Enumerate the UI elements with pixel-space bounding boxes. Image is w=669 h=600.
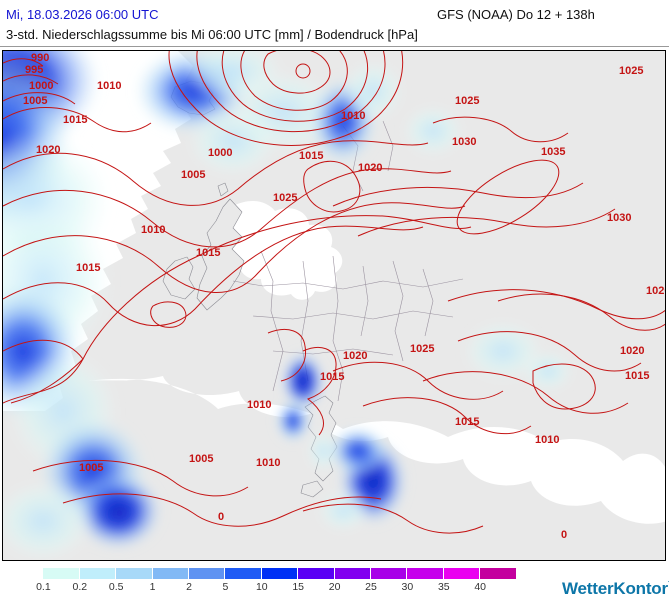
svg-text:1020: 1020 (343, 350, 367, 362)
svg-text:990: 990 (31, 52, 49, 64)
svg-text:1025: 1025 (410, 343, 434, 355)
svg-text:1005: 1005 (79, 462, 103, 474)
svg-text:1020: 1020 (358, 162, 382, 174)
svg-text:1010: 1010 (247, 399, 271, 411)
svg-text:0: 0 (561, 529, 567, 541)
svg-text:1025: 1025 (619, 65, 643, 77)
svg-text:1015: 1015 (196, 247, 220, 259)
svg-text:1020: 1020 (36, 144, 60, 156)
svg-text:1015: 1015 (455, 416, 479, 428)
svg-text:1005: 1005 (23, 95, 47, 107)
svg-text:1035: 1035 (541, 146, 565, 158)
svg-text:1005: 1005 (189, 453, 213, 465)
svg-text:1015: 1015 (76, 262, 100, 274)
svg-text:1015: 1015 (63, 114, 87, 126)
svg-text:1010: 1010 (535, 434, 559, 446)
svg-text:0: 0 (218, 511, 224, 523)
svg-text:1000: 1000 (29, 80, 53, 92)
svg-text:1030: 1030 (607, 212, 631, 224)
svg-text:1025: 1025 (273, 192, 297, 204)
svg-text:1020: 1020 (620, 345, 644, 357)
svg-text:1025: 1025 (455, 95, 479, 107)
svg-text:1015: 1015 (625, 370, 649, 382)
svg-text:1005: 1005 (181, 169, 205, 181)
svg-text:1020: 1020 (646, 285, 666, 297)
svg-text:1010: 1010 (97, 80, 121, 92)
svg-text:1030: 1030 (452, 136, 476, 148)
svg-text:1010: 1010 (141, 224, 165, 236)
svg-text:1015: 1015 (320, 371, 344, 383)
svg-text:1000: 1000 (208, 147, 232, 159)
svg-text:1010: 1010 (341, 110, 365, 122)
svg-text:1015: 1015 (299, 150, 323, 162)
svg-text:1010: 1010 (256, 457, 280, 469)
svg-text:995: 995 (25, 64, 43, 76)
